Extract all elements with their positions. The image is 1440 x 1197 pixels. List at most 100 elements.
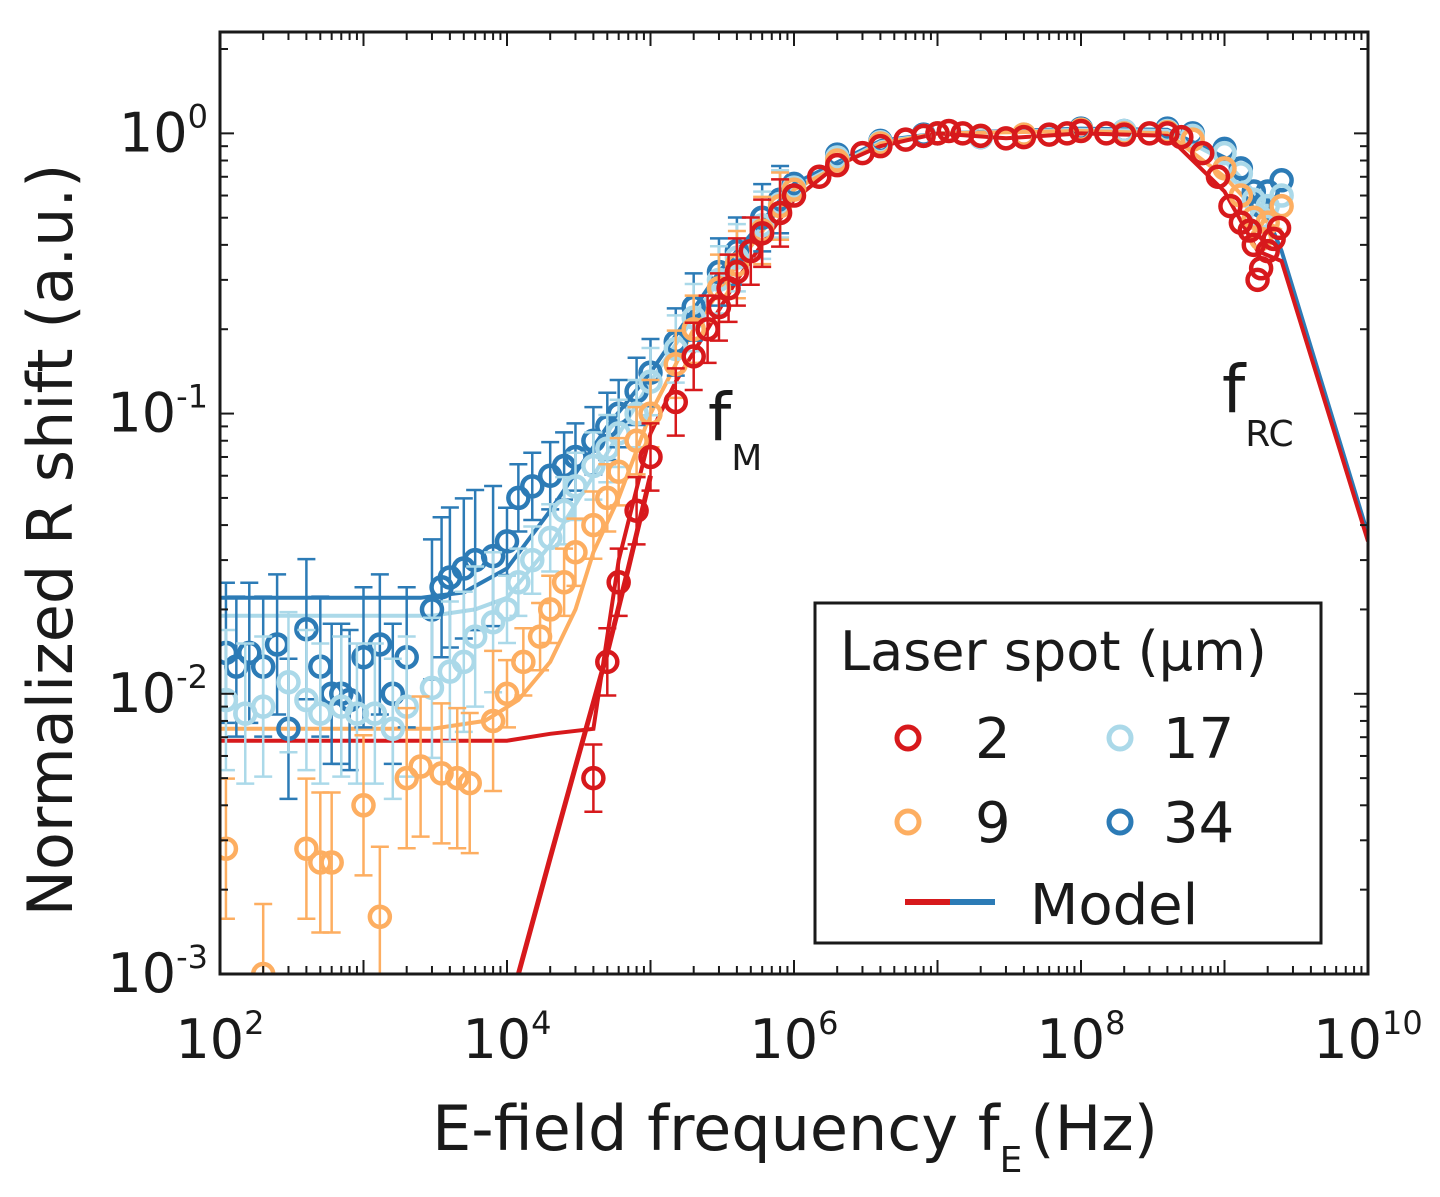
data-point-17 [581,453,606,479]
data-point-2 [824,152,850,178]
y-tick-label: 100 [119,97,208,164]
model-line-17 [220,127,1283,618]
data-point-9 [294,836,319,861]
data-point-17 [276,669,301,695]
data-point-17 [220,687,239,713]
data-point-17 [250,694,276,719]
legend-title: Laser spot (μm) [840,620,1267,683]
data-point-17 [294,687,319,713]
data-point-9 [250,961,276,974]
x-tick-label: 106 [749,1004,838,1071]
data-point-2 [581,765,606,791]
data-point-34 [264,632,290,657]
data-point-2 [936,118,962,144]
x-tick-label: 102 [175,1004,264,1071]
data-point-2 [749,221,775,246]
y-tick-label: 10-3 [107,938,208,1005]
y-axis-title: Normalized R shift (a.u.) [14,164,87,917]
data-point-2 [606,570,631,595]
legend-label-34: 34 [1163,791,1234,856]
legend-label-17: 17 [1163,707,1234,772]
data-point-17 [451,649,477,675]
data-point-2 [1255,238,1280,264]
data-point-9 [351,793,376,818]
x-tick-label: 1010 [1313,1004,1422,1071]
data-point-9 [367,904,393,930]
data-point-2 [925,121,950,146]
data-point-9 [595,485,620,511]
data-point-17 [419,675,445,701]
data-point-34 [520,474,545,499]
annotation-fm: fM [708,379,762,479]
legend-label-2: 2 [975,707,1011,772]
data-point-2 [681,344,706,369]
data-point-17 [551,498,577,523]
data-point-34 [351,645,376,670]
data-point-9 [480,708,506,734]
axes-frame [218,30,1370,976]
data-point-2 [1205,164,1231,190]
data-point-17 [308,701,333,726]
data-point-2 [1011,124,1037,150]
data-point-2 [1054,121,1080,146]
data-point-9 [220,836,239,861]
data-point-2 [868,133,893,159]
data-point-2 [807,164,832,190]
data-point-2 [663,389,689,415]
data-point-34 [1269,168,1294,193]
data-point-9 [319,850,344,875]
data-point-2 [738,238,764,264]
data-point-2 [695,316,720,342]
data-point-9 [563,539,588,565]
data-point-9 [429,761,454,786]
data-point-17 [537,525,563,551]
data-point-2 [1245,267,1270,293]
x-axis-title: E-field frequency fE (Hz) [432,1092,1158,1181]
data-point-2 [638,444,663,470]
data-point-34 [494,529,520,554]
legend-marker-17 [1106,724,1134,752]
data-point-2 [1111,122,1137,147]
data-point-2 [767,200,793,226]
y-tick-label: 10-2 [107,658,208,725]
legend-marker-9 [894,808,922,836]
data-point-9 [494,681,520,707]
legend-label-9: 9 [975,791,1011,856]
legend-box [813,601,1323,945]
data-point-2 [1169,124,1194,150]
data-point-9 [624,428,649,453]
y-tick-label: 10-1 [107,378,208,445]
data-point-9 [408,754,433,779]
data-point-9 [551,570,577,595]
data-point-17 [595,436,620,461]
data-point-17 [480,610,506,635]
data-point-2 [1218,193,1243,219]
legend-marker-34 [1106,808,1134,836]
legend-label-model: Model [1030,873,1198,938]
model-line-rise-2 [515,475,653,974]
data-point-9 [1241,205,1267,230]
data-point-9 [444,765,470,791]
data-point-17 [520,547,545,573]
data-point-2 [1068,118,1094,144]
data-point-2 [1266,215,1292,241]
data-point-2 [1237,218,1263,243]
data-point-17 [1269,183,1294,208]
x-tick-label: 108 [1036,1004,1125,1071]
data-point-9 [537,597,563,622]
legend-marker-2 [894,724,922,752]
data-point-9 [511,649,536,675]
data-point-17 [563,474,588,499]
x-tick-label: 104 [462,1004,551,1071]
data-point-2 [968,123,993,149]
data-point-2 [624,498,649,523]
data-point-2 [1155,121,1180,146]
data-point-17 [462,624,488,649]
data-point-9 [308,850,333,875]
data-point-2 [781,183,807,208]
data-point-17 [362,701,388,726]
data-marks [220,116,1368,974]
data-point-2 [595,649,620,675]
data-point-9 [581,512,606,538]
data-point-9 [606,459,631,484]
